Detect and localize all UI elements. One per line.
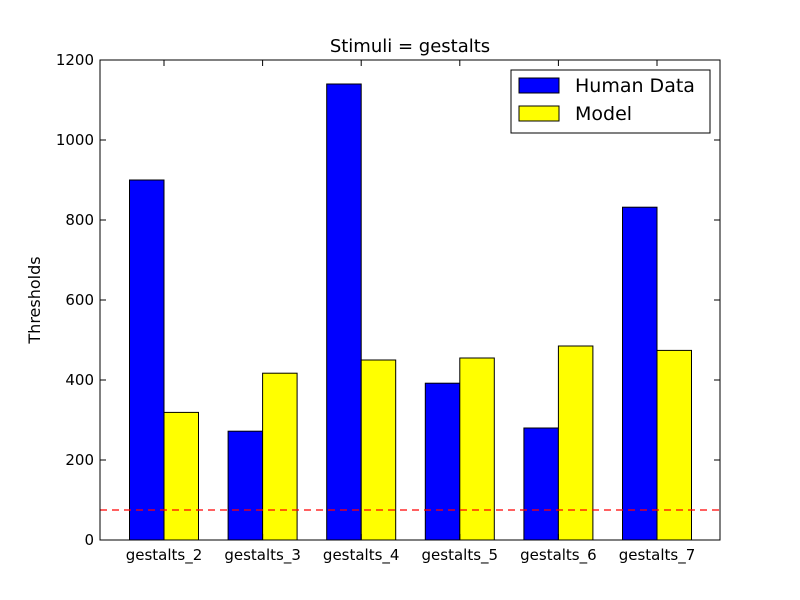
x-tick-label: gestalts_6: [520, 546, 597, 565]
bars-group: [129, 83, 692, 541]
y-tick-label: 400: [65, 371, 94, 389]
bar-human-data-gestalts_6: [523, 427, 559, 541]
chart-title: Stimuli = gestalts: [330, 36, 490, 57]
bar-human-data-gestalts_3: [227, 430, 264, 541]
x-axis: gestalts_2 gestalts_3 gestalts_4 gestalts_5…: [126, 60, 696, 565]
legend-label: Model: [575, 103, 632, 125]
y-tick-label: 800: [65, 211, 94, 229]
bar-human-data-gestalts_4: [326, 83, 362, 541]
legend-swatch-model: [518, 105, 560, 122]
x-tick-label: gestalts_4: [323, 546, 400, 565]
x-tick-label: gestalts_3: [224, 546, 301, 565]
legend-label: Human Data: [575, 75, 695, 97]
legend-swatch-human-data: [518, 77, 560, 94]
bar-model-gestalts_2: [163, 411, 199, 541]
x-tick-label: gestalts_7: [619, 546, 696, 565]
y-axis-label: Thresholds: [25, 256, 44, 344]
bar-model-gestalts_3: [262, 372, 298, 541]
x-tick-label: gestalts_5: [422, 546, 499, 565]
bar-model-gestalts_4: [360, 359, 397, 541]
bar-model-gestalts_6: [557, 345, 594, 541]
bar-human-data-gestalts_7: [622, 206, 658, 541]
y-tick-label: 1200: [56, 51, 94, 69]
y-axis: 0 200 400 600 800 1000 1200: [56, 51, 720, 549]
y-tick-label: 0: [84, 531, 94, 549]
bar-model-gestalts_7: [656, 349, 692, 541]
x-tick-label: gestalts_2: [126, 546, 203, 565]
legend: Human Data Model: [510, 69, 711, 134]
bar-human-data-gestalts_5: [424, 382, 461, 541]
y-tick-label: 1000: [56, 131, 94, 149]
bar-model-gestalts_5: [459, 357, 495, 541]
y-tick-label: 200: [65, 451, 94, 469]
bar-human-data-gestalts_2: [129, 179, 165, 541]
y-tick-label: 600: [65, 291, 94, 309]
